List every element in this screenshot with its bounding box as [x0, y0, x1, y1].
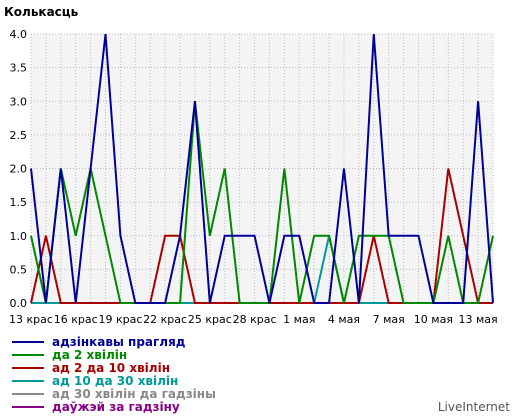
- y-tick-label: 3.0: [10, 95, 28, 108]
- x-ticks: 13 крас 16 крас 19 крас 22 крас 25 крас 28 кр…: [9, 313, 498, 326]
- x-tick-label: 7 мая: [373, 313, 405, 326]
- x-tick-label: 25 крас: [188, 313, 232, 326]
- y-tick-label: 0.0: [10, 297, 28, 310]
- legend-label: адзінкавы прагляд: [52, 335, 186, 349]
- y-tick-label: 2.5: [10, 129, 28, 142]
- series-line: [30, 101, 494, 304]
- x-tick-label: 4 мая: [328, 313, 360, 326]
- y-tick-label: 0.5: [10, 263, 28, 276]
- x-tick-label: 1 мая: [283, 313, 315, 326]
- y-tick-label: 1.0: [10, 230, 28, 243]
- legend-label: ад 30 хвілін да гадзіны: [52, 387, 216, 401]
- x-tick-label: 19 крас: [98, 313, 142, 326]
- y-tick-label: 4.0: [10, 28, 28, 41]
- x-tick-label: 22 крас: [143, 313, 187, 326]
- legend-label: да 2 хвілін: [52, 348, 127, 362]
- x-tick-label: 28 крас: [233, 313, 277, 326]
- y-tick-label: 1.5: [10, 196, 28, 209]
- legend-label: даўжэй за гадзіну: [52, 400, 180, 414]
- y-tick-label: 2.0: [10, 163, 28, 176]
- x-tick-label: 10 мая: [414, 313, 453, 326]
- x-tick-label: 13 крас: [9, 313, 53, 326]
- legend-label: ад 2 да 10 хвілін: [52, 361, 170, 375]
- series-group: [30, 33, 494, 304]
- y-tick-label: 3.5: [10, 62, 28, 75]
- y-axis-title: Колькасць: [4, 5, 79, 19]
- x-tick-label: 16 крас: [54, 313, 98, 326]
- brand-label: LiveInternet: [438, 400, 510, 414]
- x-tick-label: 13 мая: [459, 313, 498, 326]
- y-ticks: 0.0 0.5 1.0 1.5 2.0 2.5 3.0 3.5 4.0: [10, 28, 28, 310]
- legend-label: ад 10 да 30 хвілін: [52, 374, 178, 388]
- series-line: [30, 33, 494, 304]
